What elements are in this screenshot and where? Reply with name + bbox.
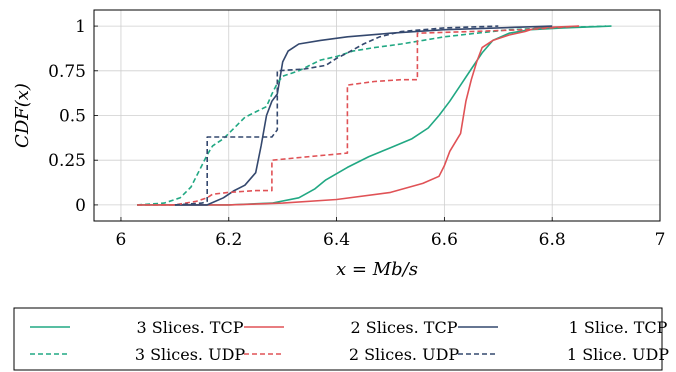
x-tick-label: 6.4	[323, 230, 350, 250]
series-line-3-slices-udp	[137, 25, 607, 206]
y-tick-label: 0	[75, 196, 86, 216]
y-tick-label: 0.5	[59, 107, 86, 127]
series-line-3-slices-tcp	[137, 25, 612, 206]
y-tick-label: 0.25	[48, 151, 86, 171]
y-axis-label: CDF(x)	[12, 83, 33, 148]
legend-label: 1 Slice. UDP	[567, 345, 669, 364]
x-tick-label: 7	[655, 230, 666, 250]
series-line-1-slice-tcp	[174, 25, 553, 206]
legend-label: 3 Slices. UDP	[135, 345, 246, 364]
legend-label: 2 Slices. UDP	[349, 345, 460, 364]
ticks: 6 6.2 6.4 6.6 6.8 7 0 0.25 0.5 0.75 1	[48, 17, 665, 250]
series-line-2-slices-udp	[137, 25, 580, 206]
x-tick-label: 6	[116, 230, 127, 250]
legend-label: 3 Slices. TCP	[137, 318, 244, 337]
series-lines	[137, 25, 612, 206]
series-line-2-slices-tcp	[137, 25, 580, 206]
x-tick-label: 6.2	[215, 230, 242, 250]
grid	[94, 10, 661, 221]
x-axis-label: x = Mb/s	[336, 259, 418, 280]
x-tick-label: 6.8	[539, 230, 566, 250]
legend-box	[13, 307, 663, 371]
legend: 3 Slices. TCP 2 Slices. TCP 1 Slice. TCP 3 …	[13, 307, 669, 371]
y-tick-label: 1	[75, 17, 86, 37]
x-tick-label: 6.6	[431, 230, 458, 250]
y-tick-label: 0.75	[48, 62, 86, 82]
legend-label: 2 Slices. TCP	[351, 318, 458, 337]
series-line-1-slice-udp	[174, 25, 499, 206]
legend-label: 1 Slice. TCP	[569, 318, 668, 337]
